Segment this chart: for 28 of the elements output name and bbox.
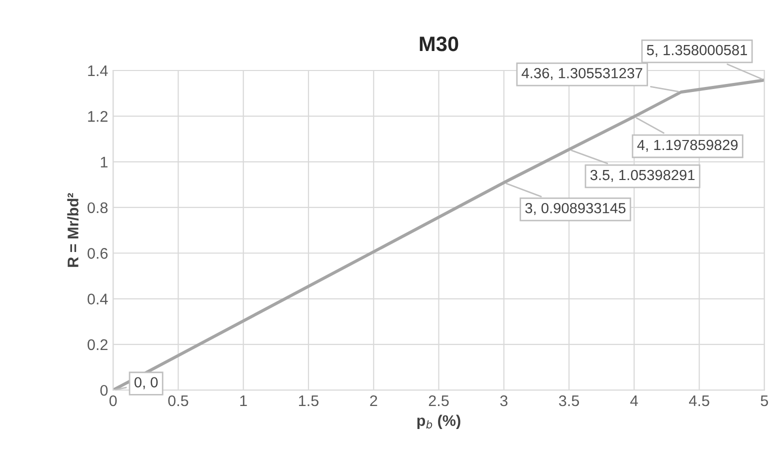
x-tick-label: 2.5 (428, 395, 449, 406)
y-tick-label: 0.2 (88, 339, 108, 350)
y-tick-label: 0.6 (88, 248, 108, 259)
data-label: 5, 1.358000581 (646, 44, 748, 57)
x-tick-label: 0.5 (168, 395, 188, 406)
data-label: 3.5, 1.05398291 (590, 170, 695, 182)
y-axis-title: R = Mr/bd² (67, 193, 79, 267)
x-tick-label: 3 (500, 395, 508, 406)
x-tick-label: 0 (109, 395, 117, 406)
x-tick-label: 4.5 (689, 396, 710, 406)
x-tick-label: 2 (370, 395, 378, 406)
chart-title: M30 (420, 36, 458, 52)
x-tick-label: 5 (760, 396, 768, 406)
x-tick-label: 1 (240, 396, 247, 406)
x-tick-label: 3.5 (558, 395, 579, 406)
x-tick-label: 1.5 (299, 396, 318, 406)
y-tick-label: 0.4 (88, 294, 108, 304)
x-axis-title: p$_{b}$ (%) (417, 414, 460, 429)
data-label: 4, 1.197859829 (637, 140, 738, 152)
data-label: 0, 0 (134, 377, 158, 390)
y-tick-label: 1 (100, 156, 108, 168)
x-tick-label: 4 (630, 396, 638, 406)
y-tick-label: 1.2 (88, 111, 108, 122)
y-tick-label: 0.8 (88, 202, 108, 214)
y-tick-label: 0 (100, 384, 108, 396)
y-tick-label: 1.4 (88, 66, 108, 76)
data-label: 3, 0.908933145 (525, 202, 626, 216)
data-label: 4.36, 1.305531237 (522, 68, 642, 80)
